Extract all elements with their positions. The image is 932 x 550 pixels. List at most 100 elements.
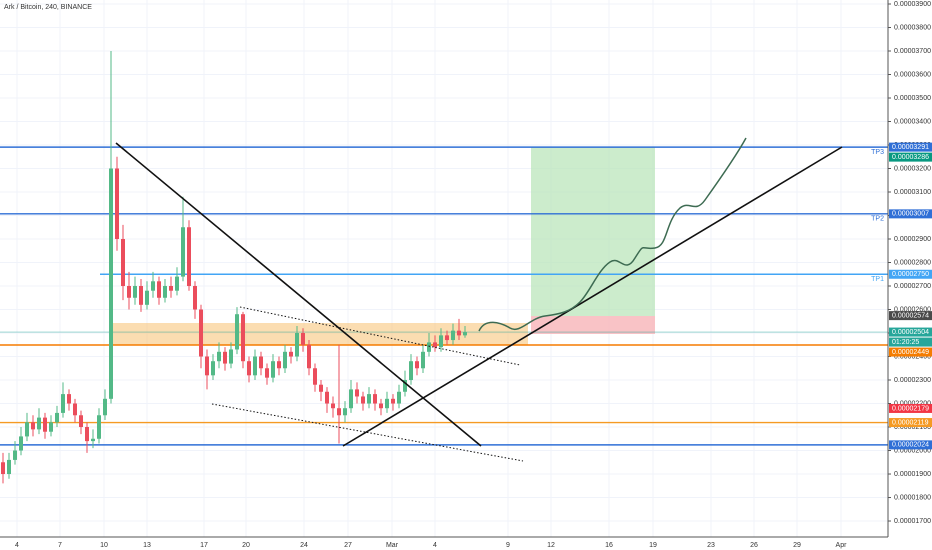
y-tick-label: 0.00002600 bbox=[894, 306, 931, 313]
y-tick-label: 0.00002700 bbox=[894, 283, 931, 290]
y-tick-label: 0.00003900 bbox=[894, 1, 931, 8]
x-tick-label: 10 bbox=[100, 542, 108, 549]
candle-body bbox=[259, 356, 263, 369]
candle-body bbox=[355, 389, 359, 397]
price-tag-label: 0.00003007 bbox=[892, 211, 929, 218]
candle-body bbox=[151, 281, 155, 291]
price-tag-label: 0.00002504 bbox=[892, 329, 929, 336]
y-tick-label: 0.00003800 bbox=[894, 24, 931, 31]
candle-body bbox=[13, 450, 17, 460]
candle-body bbox=[103, 398, 107, 416]
y-tick-label: 0.00003500 bbox=[894, 95, 931, 102]
y-tick-label: 0.00001800 bbox=[894, 494, 931, 501]
candle-body bbox=[421, 351, 425, 369]
candle-body bbox=[253, 356, 257, 376]
price-tag-label: 0.00003286 bbox=[892, 154, 929, 161]
x-tick-label: 29 bbox=[793, 542, 801, 549]
x-tick-label: Apr bbox=[836, 542, 848, 549]
y-tick-label: 0.00003700 bbox=[894, 48, 931, 55]
candle-body bbox=[67, 394, 71, 404]
y-tick-label: 0.00002400 bbox=[894, 353, 931, 360]
candle-body bbox=[325, 391, 329, 404]
candle-body bbox=[241, 314, 245, 362]
candle-body bbox=[277, 361, 281, 369]
candle-body bbox=[7, 459, 11, 475]
x-tick-label: 17 bbox=[200, 542, 208, 549]
candle-body bbox=[247, 361, 251, 376]
x-tick-label: 19 bbox=[649, 542, 657, 549]
candle-body bbox=[403, 380, 407, 392]
candle-body bbox=[361, 396, 365, 404]
y-tick-label: 0.00003200 bbox=[894, 165, 931, 172]
price-tag bbox=[889, 347, 932, 357]
y-tick-label: 0.00002800 bbox=[894, 259, 931, 266]
y-tick-label: 0.00003600 bbox=[894, 71, 931, 78]
stop-zone bbox=[531, 316, 655, 334]
price-tag-label: 01:20:25 bbox=[892, 339, 919, 346]
projection-path bbox=[478, 137, 747, 332]
candle-body bbox=[1, 462, 5, 475]
candle-body bbox=[199, 309, 203, 357]
candle-body bbox=[457, 330, 461, 336]
y-tick-label: 0.00001900 bbox=[894, 471, 931, 478]
y-tick-label: 0.00003400 bbox=[894, 118, 931, 125]
trend-line bbox=[342, 146, 843, 447]
candle-body bbox=[79, 415, 83, 428]
grid bbox=[0, 0, 888, 537]
x-tick-label: 16 bbox=[605, 542, 613, 549]
candle-body bbox=[139, 286, 143, 305]
y-tick-label: 0.00003100 bbox=[894, 189, 931, 196]
level-tag: TP1 bbox=[871, 276, 884, 283]
candle-body bbox=[385, 398, 389, 409]
price-tags: 0.00003291 0.00003286 0.00003007 0.00002750… bbox=[889, 142, 932, 450]
price-tag-label: 0.00003291 bbox=[892, 144, 929, 151]
candle-body bbox=[373, 394, 377, 404]
price-tag-label: 0.00002119 bbox=[892, 419, 929, 426]
candle-body bbox=[211, 361, 215, 376]
candle-body bbox=[157, 281, 161, 298]
price-tag-label: 0.00002574 bbox=[892, 312, 929, 319]
candle-body bbox=[379, 403, 383, 409]
price-tag bbox=[889, 311, 932, 321]
target-zone bbox=[531, 147, 655, 316]
price-tag bbox=[889, 327, 932, 337]
candle-body bbox=[235, 314, 239, 350]
candle-body bbox=[439, 335, 443, 348]
x-tick-label: Mar bbox=[386, 542, 399, 549]
channel-line bbox=[211, 403, 524, 462]
price-tag bbox=[889, 269, 932, 279]
candle-body bbox=[271, 361, 275, 378]
candle-body bbox=[463, 332, 467, 336]
price-tag bbox=[889, 142, 932, 152]
candle-body bbox=[49, 422, 53, 432]
candle-body bbox=[43, 417, 47, 432]
candle-body bbox=[445, 335, 449, 341]
candle-body bbox=[229, 349, 233, 364]
price-tag bbox=[889, 152, 932, 162]
candle-body bbox=[337, 408, 341, 416]
candle-body bbox=[343, 408, 347, 416]
candle-body bbox=[85, 427, 89, 442]
x-tick-label: 4 bbox=[15, 542, 19, 549]
price-tag bbox=[889, 403, 932, 413]
candle-body bbox=[295, 333, 299, 357]
y-tick-label: 0.00002000 bbox=[894, 447, 931, 454]
candle-body bbox=[169, 286, 173, 291]
candle-body bbox=[205, 356, 209, 376]
y-tick-label: 0.00002900 bbox=[894, 236, 931, 243]
candle-body bbox=[19, 436, 23, 451]
candle-body bbox=[391, 398, 395, 404]
y-tick-label: 0.00002200 bbox=[894, 400, 931, 407]
price-tag-label: 0.00002449 bbox=[892, 349, 929, 356]
candle-body bbox=[145, 290, 149, 305]
candle-body bbox=[175, 276, 179, 291]
candle-body bbox=[25, 422, 29, 437]
candle-body bbox=[193, 286, 197, 310]
x-tick-label: 4 bbox=[433, 542, 437, 549]
x-tick-label: 20 bbox=[242, 542, 250, 549]
price-tag-label: 0.00002750 bbox=[892, 271, 929, 278]
price-tag bbox=[889, 337, 932, 347]
candle-body bbox=[427, 342, 431, 352]
candle-body bbox=[433, 342, 437, 348]
